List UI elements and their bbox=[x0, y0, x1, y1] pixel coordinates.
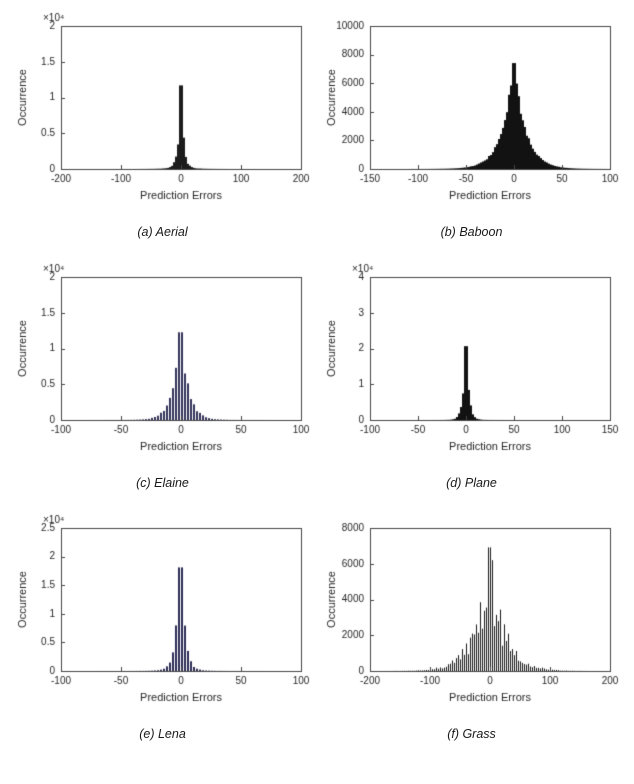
figure-grid: (a) Aerial (b) Baboon (c) Elaine (d) Pla… bbox=[8, 6, 626, 741]
subplot-caption-d: (d) Plane bbox=[446, 476, 497, 490]
histogram-canvas-baboon bbox=[321, 6, 622, 211]
subplot-b-baboon: (b) Baboon bbox=[317, 6, 626, 239]
histogram-canvas-grass bbox=[321, 508, 622, 713]
histogram-canvas-plane bbox=[321, 257, 622, 462]
subplot-c-elaine: (c) Elaine bbox=[8, 257, 317, 490]
subplot-caption-b: (b) Baboon bbox=[440, 225, 503, 239]
histogram-canvas-aerial bbox=[12, 6, 313, 211]
subplot-caption-a: (a) Aerial bbox=[137, 225, 188, 239]
subplot-f-grass: (f) Grass bbox=[317, 508, 626, 741]
subplot-a-aerial: (a) Aerial bbox=[8, 6, 317, 239]
subplot-caption-f: (f) Grass bbox=[447, 727, 496, 741]
subplot-caption-c: (c) Elaine bbox=[136, 476, 189, 490]
histogram-canvas-lena bbox=[12, 508, 313, 713]
histogram-canvas-elaine bbox=[12, 257, 313, 462]
subplot-e-lena: (e) Lena bbox=[8, 508, 317, 741]
subplot-caption-e: (e) Lena bbox=[139, 727, 186, 741]
subplot-d-plane: (d) Plane bbox=[317, 257, 626, 490]
